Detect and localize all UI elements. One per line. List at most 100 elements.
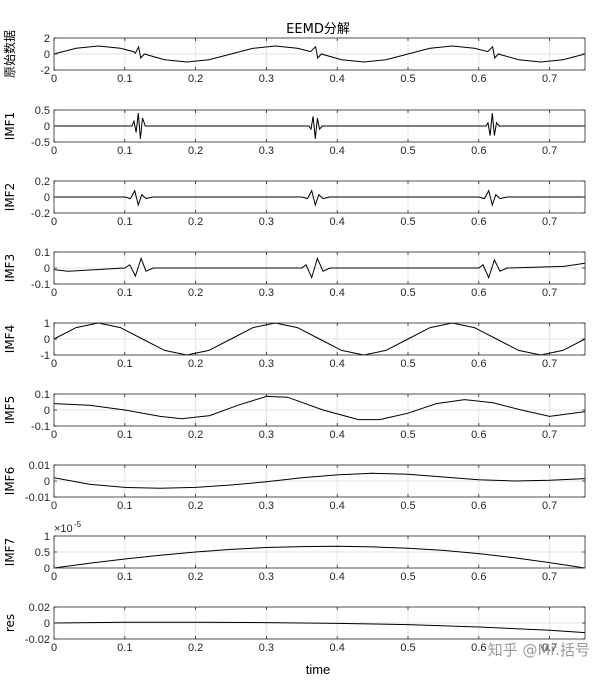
x-tick-label: 0.7 [542,358,557,370]
series-line [53,545,586,569]
y-tick-label: 0 [44,334,50,346]
x-tick-label: 0.6 [471,571,486,583]
y-axis-label: IMF6 [3,467,17,495]
x-tick-label: 0 [51,571,57,583]
y-tick-label: 1 [44,531,50,543]
x-tick-label: 0.3 [259,73,274,85]
x-tick-label: 0.7 [542,571,557,583]
x-axis-label: time [306,662,331,677]
figure-title: EEMD分解 [286,22,350,37]
x-tick-label: 0.1 [117,429,132,441]
x-tick-label: 0.1 [117,358,132,370]
x-tick-label: 0.2 [188,358,203,370]
x-tick-label: 0 [51,500,57,512]
y-tick-label: 0 [44,192,50,204]
x-tick-label: 0.1 [117,287,132,299]
series-line [54,189,585,207]
x-tick-label: 0.4 [330,429,345,441]
x-tick-label: 0.4 [330,571,345,583]
y-tick-label: 1 [44,318,50,330]
x-tick-label: 0.7 [542,287,557,299]
x-tick-label: 0.4 [330,358,345,370]
x-tick-label: 0.3 [259,216,274,228]
y-tick-label: 0.2 [35,176,50,188]
x-tick-label: 0.7 [542,73,557,85]
x-tick-label: 0.7 [542,216,557,228]
x-tick-label: 0.1 [117,73,132,85]
x-tick-label: 0.5 [400,145,415,157]
y-tick-label: -0.1 [31,421,50,433]
x-tick-label: 0.1 [117,571,132,583]
x-tick-label: 0.7 [542,145,557,157]
x-tick-label: 0 [51,358,57,370]
x-tick-label: 0 [51,73,57,85]
x-tick-label: 0.5 [400,642,415,654]
x-tick-label: 0.2 [188,145,203,157]
x-tick-label: 0 [51,642,57,654]
series-line [53,472,586,489]
y-tick-label: -1 [40,350,50,362]
x-tick-label: 0 [51,429,57,441]
y-tick-label: 0.5 [35,547,50,559]
y-axis-label: IMF2 [3,183,17,211]
x-tick-label: 0.6 [471,642,486,654]
y-tick-label: 0.1 [35,389,50,401]
x-tick-label: 0 [51,216,57,228]
x-tick-label: 0.3 [259,571,274,583]
x-tick-label: 0.2 [188,73,203,85]
x-tick-label: 0.6 [471,145,486,157]
x-tick-label: 0 [51,145,57,157]
x-tick-label: 0.5 [400,500,415,512]
y-tick-label: -0.1 [31,279,50,291]
series-line [54,113,585,139]
y-tick-label: 0.01 [29,460,50,472]
y-axis-label: IMF4 [3,325,17,353]
x-tick-label: 0.3 [259,358,274,370]
series-line [53,322,586,356]
x-tick-label: 0.1 [117,216,132,228]
y-tick-label: 0 [44,476,50,488]
y-exponent-label: ×10 [54,523,73,535]
x-tick-label: 0.5 [400,358,415,370]
x-tick-label: 0.5 [400,571,415,583]
x-tick-label: 0.1 [117,500,132,512]
y-tick-label: -0.2 [31,208,50,220]
y-tick-label: 0 [44,49,50,61]
x-tick-label: 0.7 [542,500,557,512]
y-tick-label: 0.02 [29,602,50,614]
y-tick-label: 0 [44,405,50,417]
x-tick-label: 0.6 [471,500,486,512]
x-tick-label: 0.2 [188,642,203,654]
series-line [53,621,586,634]
y-axis-label: res [3,614,17,632]
x-tick-label: 0.3 [259,145,274,157]
x-tick-label: 0.5 [400,429,415,441]
x-tick-label: 0.2 [188,571,203,583]
x-tick-label: 0.7 [542,429,557,441]
y-axis-label: IMF7 [3,538,17,566]
y-axis-label: IMF3 [3,254,17,282]
y-exponent-power: -5 [74,520,82,529]
x-tick-label: 0.2 [188,216,203,228]
y-tick-label: 0.5 [35,105,50,117]
x-tick-label: 0.3 [259,500,274,512]
x-tick-label: 0.3 [259,287,274,299]
series-line [53,395,586,421]
x-tick-label: 0.6 [471,429,486,441]
x-tick-label: 0.4 [330,500,345,512]
y-tick-label: -2 [40,65,50,77]
x-tick-label: 0.2 [188,429,203,441]
series-line [53,45,586,63]
y-tick-label: 0 [44,263,50,275]
x-tick-label: 0.4 [330,216,345,228]
x-tick-label: 0.7 [542,642,557,654]
x-tick-label: 0.6 [471,287,486,299]
x-tick-label: 0.4 [330,73,345,85]
